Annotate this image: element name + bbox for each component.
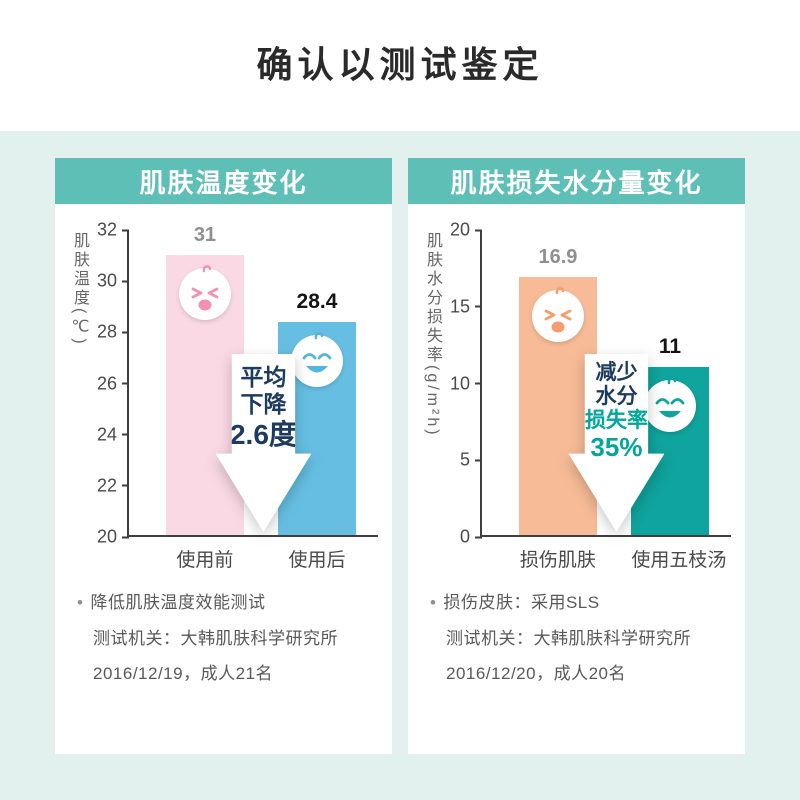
x-axis-labels: 损伤肌肤 使用五枝汤: [482, 537, 731, 573]
y-axis-title: 肌肤温度(℃): [71, 232, 88, 347]
footnote-line: 2016/12/20，成人20名: [430, 656, 737, 692]
arrow-text-line: 水分: [595, 384, 638, 408]
y-tick-label: 28: [96, 321, 130, 342]
bar-value-label: 16.9: [538, 246, 578, 269]
plot-area: 16.9: [480, 230, 731, 537]
bar-value-label: 28.4: [296, 289, 338, 313]
panel-header-temperature: 肌肤温度变化: [55, 158, 392, 204]
y-tick-label: 0: [459, 526, 483, 547]
crying-baby-icon: [530, 287, 586, 343]
arrow-text-line: 损失率: [584, 408, 648, 432]
footnote-text: 2016/12/19，成人21名: [93, 664, 273, 684]
footnotes: • 损伤皮肤：采用SLS 测试机关：大韩肌肤科学研究所 2016/12/20，成人…: [418, 585, 737, 692]
x-label-with-product: 使用五枝汤: [631, 550, 727, 571]
footnote-line: 2016/12/19，成人21名: [77, 656, 384, 692]
arrow-text-line: 平均: [240, 364, 287, 390]
smiling-baby-icon: [642, 377, 698, 433]
footnote-text: 测试机关：大韩肌肤科学研究所: [446, 628, 691, 648]
x-label-after-use: 使用后: [288, 550, 346, 571]
panels-row: 肌肤温度变化 肌肤温度(℃) 32 30 28 26 24 22 20 31: [55, 158, 745, 754]
footnote-text: 损伤皮肤：采用SLS: [443, 593, 600, 612]
panel-body-water-loss: 肌肤水分损失率(g/m²h) 20 15 10 5 0 16.9: [408, 204, 745, 754]
bar-group-damaged-skin: 16.9: [519, 230, 597, 535]
mint-section: 肌肤温度变化 肌肤温度(℃) 32 30 28 26 24 22 20 31: [0, 131, 800, 800]
y-axis-ticks: 32 30 28 26 24 22 20: [91, 220, 130, 547]
footnotes: • 降低肌肤温度效能测试 测试机关：大韩肌肤科学研究所 2016/12/19，成人…: [65, 585, 384, 692]
footnote-line: • 降低肌肤温度效能测试: [77, 585, 384, 621]
panel-title: 肌肤温度变化: [139, 167, 308, 198]
smiling-baby-icon: [289, 331, 345, 388]
arrow-text-line: 35%: [590, 431, 643, 462]
footnote-text: 测试机关：大韩肌肤科学研究所: [93, 628, 338, 648]
footnote-line: 测试机关：大韩肌肤科学研究所: [430, 621, 737, 657]
panel-skin-temperature: 肌肤温度变化 肌肤温度(℃) 32 30 28 26 24 22 20 31: [55, 158, 392, 754]
y-axis-ticks: 20 15 10 5 0: [444, 220, 483, 547]
footnote-text: 2016/12/20，成人20名: [446, 664, 626, 684]
y-tick-label: 15: [449, 296, 483, 317]
x-label-before-use: 使用前: [176, 550, 234, 571]
arrow-shape: 减少 水分 损失率 35%: [568, 354, 665, 532]
bullet: •: [77, 593, 84, 612]
arrow-shape: 平均 下降 2.6度: [215, 354, 312, 532]
temperature-bar-chart: 肌肤温度(℃) 32 30 28 26 24 22 20 31: [65, 220, 384, 547]
y-tick-label: 32: [96, 219, 130, 240]
x-axis-labels: 使用前 使用后: [129, 537, 378, 573]
footnote-text: 降低肌肤温度效能测试: [90, 593, 266, 612]
page-title: 确认以测试鉴定: [256, 44, 544, 85]
y-tick-label: 10: [449, 373, 483, 393]
y-tick-label: 24: [96, 424, 130, 445]
bullet: •: [430, 593, 437, 612]
decrease-arrow: 平均 下降 2.6度: [215, 354, 312, 532]
water-loss-bar-chart: 肌肤水分损失率(g/m²h) 20 15 10 5 0 16.9: [418, 220, 737, 547]
arrow-text-line: 减少: [595, 361, 638, 384]
y-tick-label: 30: [96, 270, 130, 291]
arrow-text-line: 下降: [240, 391, 287, 418]
y-tick-label: 5: [459, 449, 483, 470]
y-tick-label: 20: [449, 219, 483, 240]
x-label-damaged-skin: 损伤肌肤: [519, 550, 596, 571]
y-axis-title: 肌肤水分损失率(g/m²h): [424, 232, 441, 438]
footnote-line: • 损伤皮肤：采用SLS: [430, 585, 737, 621]
panel-body-temperature: 肌肤温度(℃) 32 30 28 26 24 22 20 31: [55, 204, 392, 754]
crying-baby-icon: [177, 265, 233, 321]
decrease-arrow: 减少 水分 损失率 35%: [568, 354, 665, 532]
bar-group-before-use: 31: [166, 224, 244, 535]
arrow-text-line: 2.6度: [229, 419, 297, 451]
y-tick-label: 26: [96, 373, 130, 393]
panel-water-loss: 肌肤损失水分量变化 肌肤水分损失率(g/m²h) 20 15 10 5 0 16.9: [408, 158, 745, 754]
bar-value-label: 11: [658, 335, 682, 359]
y-tick-label: 22: [96, 475, 130, 496]
plot-area: 31: [127, 224, 378, 537]
panel-header-water-loss: 肌肤损失水分量变化: [408, 158, 745, 204]
footnote-line: 测试机关：大韩肌肤科学研究所: [77, 621, 384, 657]
bar-value-label: 31: [193, 224, 217, 247]
panel-title: 肌肤损失水分量变化: [450, 167, 703, 198]
y-tick-label: 20: [96, 526, 130, 547]
